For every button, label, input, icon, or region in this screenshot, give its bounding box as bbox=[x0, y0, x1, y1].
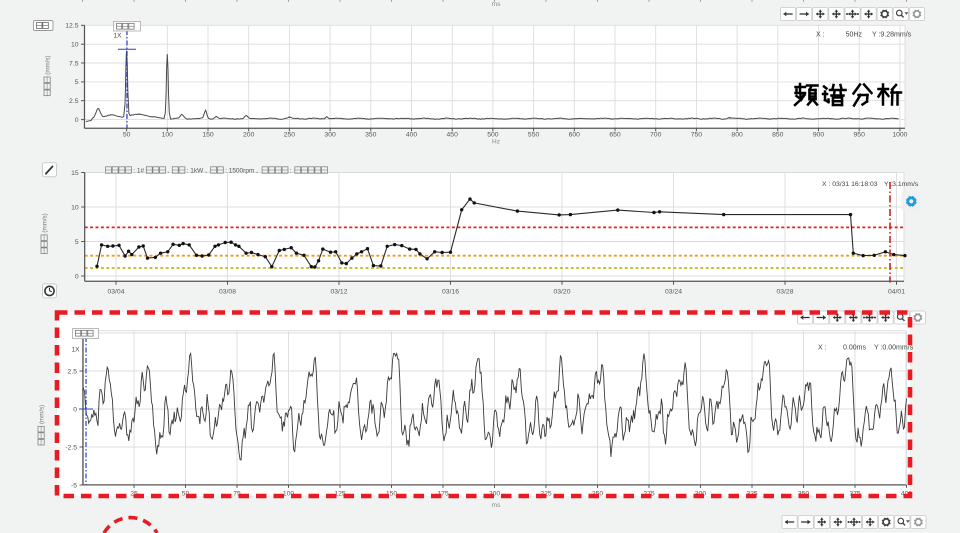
svg-text:Y :3.1mm/s: Y :3.1mm/s bbox=[884, 181, 919, 188]
svg-text:50: 50 bbox=[182, 491, 190, 498]
svg-text:700: 700 bbox=[650, 132, 662, 139]
svg-text:X : 03/31 16:18:03: X : 03/31 16:18:03 bbox=[822, 181, 878, 188]
svg-text::: : bbox=[290, 167, 292, 174]
svg-text:-5: -5 bbox=[71, 482, 77, 489]
svg-text:1X: 1X bbox=[114, 33, 123, 40]
svg-text:X :: X : bbox=[816, 32, 825, 39]
svg-text:850: 850 bbox=[772, 132, 784, 139]
svg-text:200: 200 bbox=[489, 491, 501, 498]
svg-text:950: 950 bbox=[854, 132, 866, 139]
svg-text:03/16: 03/16 bbox=[442, 289, 459, 296]
svg-text:03/28: 03/28 bbox=[776, 289, 793, 296]
svg-text:450: 450 bbox=[447, 132, 459, 139]
svg-text:03/12: 03/12 bbox=[330, 289, 347, 296]
svg-text:: 1#: : 1# bbox=[133, 167, 144, 174]
svg-text:100: 100 bbox=[162, 132, 174, 139]
svg-text:300: 300 bbox=[324, 132, 336, 139]
svg-text:12.5: 12.5 bbox=[65, 23, 78, 30]
svg-text:0: 0 bbox=[75, 273, 79, 280]
svg-text:350: 350 bbox=[365, 132, 377, 139]
svg-text:10: 10 bbox=[71, 42, 79, 49]
svg-text:03/08: 03/08 bbox=[219, 289, 236, 296]
svg-text:200: 200 bbox=[243, 132, 255, 139]
svg-text:800: 800 bbox=[731, 132, 743, 139]
svg-text:03/24: 03/24 bbox=[665, 289, 682, 296]
svg-text:1X: 1X bbox=[72, 347, 81, 354]
svg-text:150: 150 bbox=[202, 132, 214, 139]
svg-text:0.00ms: 0.00ms bbox=[843, 345, 866, 352]
svg-text:(mm/s): (mm/s) bbox=[44, 55, 51, 74]
svg-text:,: , bbox=[167, 167, 169, 174]
svg-text:: 1500rpm ,: : 1500rpm , bbox=[225, 167, 258, 174]
svg-text:50: 50 bbox=[123, 132, 131, 139]
svg-text:15: 15 bbox=[71, 170, 79, 177]
svg-text:7.5: 7.5 bbox=[69, 60, 79, 67]
svg-text:150: 150 bbox=[386, 491, 398, 498]
svg-text:ms: ms bbox=[492, 502, 501, 509]
svg-text:900: 900 bbox=[813, 132, 825, 139]
svg-text:10: 10 bbox=[71, 204, 79, 211]
svg-text:5: 5 bbox=[75, 239, 79, 246]
svg-text:750: 750 bbox=[691, 132, 703, 139]
svg-text:5: 5 bbox=[75, 79, 79, 86]
svg-text:50Hz: 50Hz bbox=[846, 32, 863, 39]
svg-text:550: 550 bbox=[528, 132, 540, 139]
svg-text:1000: 1000 bbox=[892, 132, 907, 139]
svg-text:75: 75 bbox=[233, 491, 241, 498]
svg-text:650: 650 bbox=[609, 132, 621, 139]
svg-text:600: 600 bbox=[569, 132, 581, 139]
svg-text:175: 175 bbox=[437, 491, 449, 498]
svg-text:X :: X : bbox=[818, 345, 827, 352]
svg-text:Y :9.28mm/s: Y :9.28mm/s bbox=[872, 32, 912, 39]
svg-text:(mm/s): (mm/s) bbox=[41, 213, 48, 232]
svg-text:2.5: 2.5 bbox=[68, 368, 78, 375]
svg-text:2.5: 2.5 bbox=[69, 98, 79, 105]
svg-text:03/20: 03/20 bbox=[553, 289, 570, 296]
svg-text:(mm/s): (mm/s) bbox=[38, 405, 45, 424]
svg-text:Hz: Hz bbox=[492, 139, 500, 146]
svg-text:100: 100 bbox=[283, 491, 295, 498]
svg-text:0: 0 bbox=[75, 117, 79, 124]
svg-text:0: 0 bbox=[73, 406, 77, 413]
svg-text:04/01: 04/01 bbox=[888, 289, 905, 296]
svg-text:Y :0.00mm/s: Y :0.00mm/s bbox=[874, 345, 914, 352]
svg-text:-2.5: -2.5 bbox=[65, 444, 77, 451]
svg-text:: 1kW ,: : 1kW , bbox=[187, 167, 207, 174]
svg-text:400: 400 bbox=[406, 132, 418, 139]
svg-text:03/04: 03/04 bbox=[107, 289, 124, 296]
svg-text:125: 125 bbox=[334, 491, 346, 498]
svg-text:500: 500 bbox=[487, 132, 499, 139]
svg-text:250: 250 bbox=[284, 132, 296, 139]
svg-text:ms: ms bbox=[492, 1, 501, 8]
